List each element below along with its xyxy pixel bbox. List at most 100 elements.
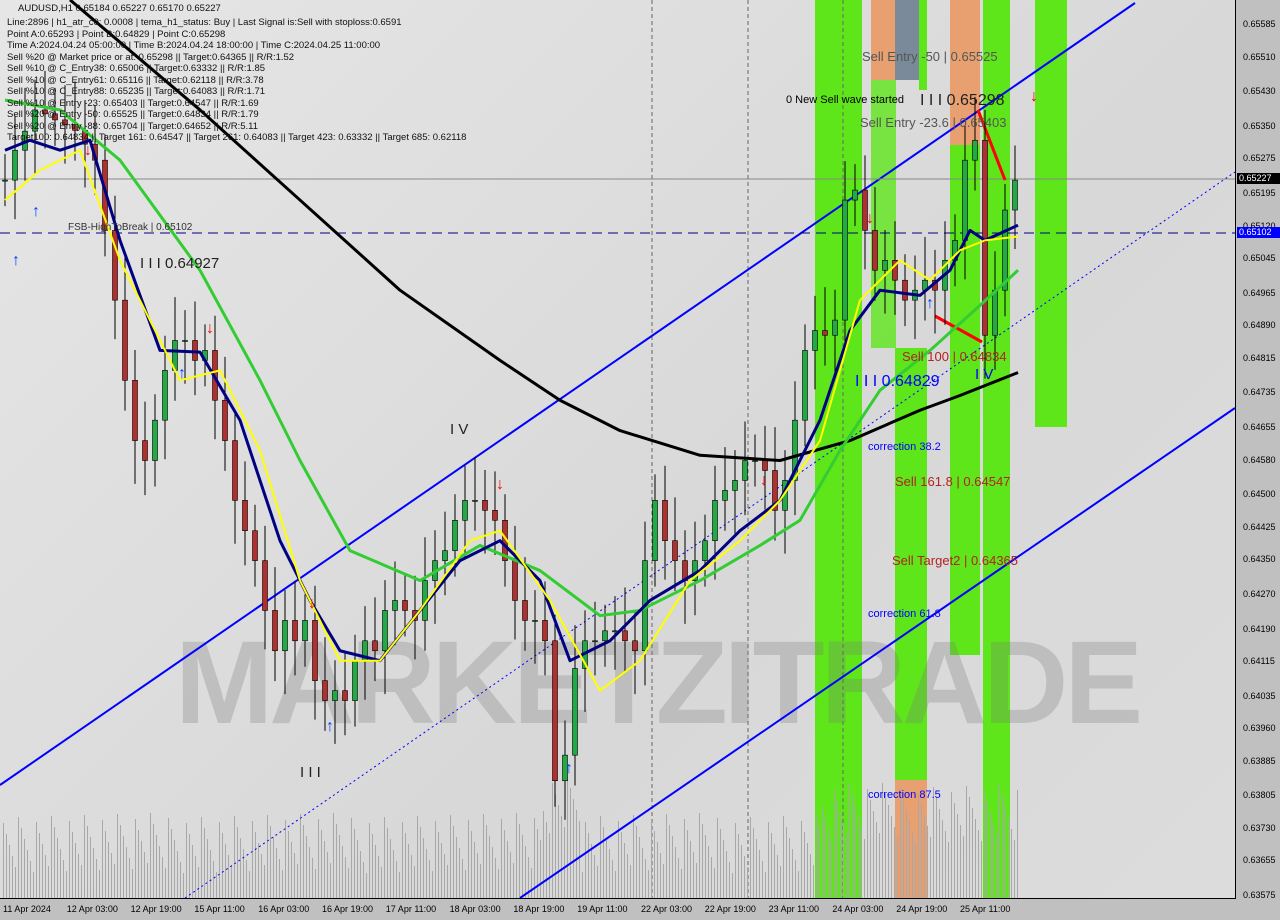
volume-bar	[132, 869, 133, 898]
sell-entry-label: Sell Entry -23.6 | 0.65403	[860, 115, 1007, 130]
candle-body	[732, 480, 738, 491]
volume-bar	[558, 805, 559, 898]
volume-bar	[507, 841, 508, 898]
volume-bar	[750, 817, 751, 898]
candle-body	[722, 490, 728, 501]
volume-bar	[51, 816, 52, 898]
volume-bar	[336, 824, 337, 898]
x-tick-label: 16 Apr 19:00	[322, 904, 374, 914]
volume-bar	[240, 838, 241, 898]
candle-body	[162, 370, 168, 421]
volume-bar	[426, 849, 427, 898]
volume-bar	[663, 864, 664, 898]
channel-upper-line[interactable]	[0, 2, 1136, 786]
volume-bar	[408, 844, 409, 898]
candle	[772, 427, 778, 541]
volume-bar	[387, 828, 388, 898]
volume-bar	[150, 813, 151, 898]
info-line: Sell %20 @ Entry -50: 0.65525 || Target:…	[7, 109, 259, 120]
fsb-price-label: 0.65102	[1237, 227, 1280, 238]
volume-bar	[270, 826, 271, 898]
candle-body	[382, 610, 388, 652]
candle	[222, 356, 228, 471]
candle-body	[42, 109, 48, 115]
candle	[2, 154, 8, 207]
sell-arrow-icon: ↓	[866, 210, 874, 227]
volume-bar	[63, 860, 64, 898]
wave-line-red	[934, 314, 983, 344]
candle-body	[672, 540, 678, 561]
candle	[32, 79, 38, 175]
x-tick-label: 22 Apr 19:00	[704, 904, 756, 914]
candle	[662, 465, 668, 580]
volume-bar	[291, 842, 292, 898]
y-tick-label: 0.64735	[1243, 387, 1276, 398]
volume-bar	[3, 823, 4, 898]
volume-bar	[390, 839, 391, 898]
volume-bar	[1014, 840, 1015, 898]
candle-body	[312, 620, 318, 681]
candle-body	[772, 470, 778, 511]
volume-bar	[624, 843, 625, 898]
volume-bar	[870, 800, 871, 898]
volume-bar	[756, 839, 757, 898]
volume-bar	[48, 866, 49, 898]
volume-bar	[822, 807, 823, 898]
volume-bar	[627, 854, 628, 898]
info-line: Sell %20 @ Entry -88: 0.65704 || Target:…	[7, 120, 259, 132]
y-tick-label: 0.63655	[1243, 855, 1276, 866]
volume-bar	[381, 867, 382, 898]
volume-bar	[36, 822, 37, 898]
volume-bar	[891, 816, 892, 898]
volume-bar	[372, 834, 373, 898]
candle	[282, 590, 288, 695]
volume-bar	[975, 819, 976, 898]
volume-bar	[414, 866, 415, 898]
candle-body	[142, 440, 148, 461]
volume-bar	[228, 855, 229, 898]
chart-plot-area[interactable]: MARKETZITRADE AUDUSD,H1 0.65184 0.65227 …	[0, 0, 1236, 899]
candle-body	[572, 668, 578, 756]
y-tick-label: 0.65045	[1243, 253, 1276, 263]
candle	[12, 115, 18, 220]
volume-bar	[348, 868, 349, 898]
candle-body	[62, 119, 68, 125]
candle-body	[752, 460, 758, 462]
y-tick-label: 0.65195	[1243, 188, 1276, 198]
buy-arrow-icon: ↑	[178, 365, 186, 382]
volume-bar	[516, 813, 517, 898]
volume-bar	[486, 825, 487, 898]
volume-bar	[873, 811, 874, 898]
volume-bar	[561, 816, 562, 898]
candle-body	[972, 139, 978, 161]
candle	[862, 155, 868, 270]
volume-bar	[6, 834, 7, 898]
volume-bar	[789, 838, 790, 898]
volume-bar	[696, 863, 697, 898]
volume-bar	[771, 833, 772, 898]
volume-bar	[639, 837, 640, 898]
candle-body	[12, 149, 18, 181]
volume-bar	[726, 851, 727, 898]
volume-bar	[684, 819, 685, 898]
candle	[532, 590, 538, 664]
volume-bar	[795, 860, 796, 898]
wave-label: I V	[450, 421, 469, 438]
candle-body	[902, 279, 908, 301]
candle-body	[72, 124, 78, 131]
volume-bar	[573, 799, 574, 898]
volume-bar	[162, 857, 163, 898]
volume-bar	[189, 834, 190, 898]
candle-body	[622, 630, 628, 642]
candle-body	[152, 419, 158, 461]
volume-bar	[204, 828, 205, 898]
y-tick-label: 0.63730	[1243, 822, 1276, 833]
volume-bar	[867, 789, 868, 898]
volume-bar	[552, 783, 553, 898]
volume-bar	[231, 866, 232, 898]
volume-bar	[621, 832, 622, 898]
volume-bar	[138, 830, 139, 898]
volume-bar	[501, 819, 502, 898]
channel-lower-line[interactable]	[519, 407, 1235, 898]
volume-bar	[582, 872, 583, 898]
